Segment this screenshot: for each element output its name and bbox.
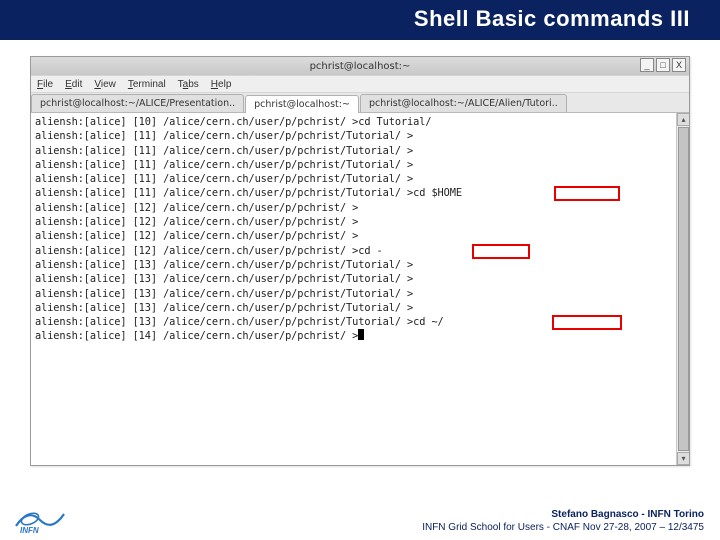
terminal-tab-2[interactable]: pchrist@localhost:~/ALICE/Alien/Tutori.. [360, 94, 567, 112]
terminal-line: aliensh:[alice] [12] /alice/cern.ch/user… [35, 201, 672, 215]
footer-event: INFN Grid School for Users - CNAF Nov 27… [422, 521, 704, 534]
footer-text: Stefano Bagnasco - INFN Torino INFN Grid… [422, 508, 704, 534]
slide-footer: INFN Stefano Bagnasco - INFN Torino INFN… [0, 506, 720, 534]
terminal-line: aliensh:[alice] [11] /alice/cern.ch/user… [35, 186, 672, 200]
cursor-block [358, 329, 364, 340]
terminal-line: aliensh:[alice] [10] /alice/cern.ch/user… [35, 115, 672, 129]
minimize-button[interactable]: _ [640, 58, 654, 72]
terminal-line: aliensh:[alice] [13] /alice/cern.ch/user… [35, 258, 672, 272]
scroll-thumb[interactable] [678, 127, 689, 451]
window-controls: _ □ X [640, 58, 686, 72]
terminal-line: aliensh:[alice] [12] /alice/cern.ch/user… [35, 229, 672, 243]
terminal-line: aliensh:[alice] [13] /alice/cern.ch/user… [35, 315, 672, 329]
menu-edit[interactable]: Edit [65, 79, 82, 90]
menu-tabs[interactable]: Tabs [178, 79, 199, 90]
terminal-output[interactable]: aliensh:[alice] [10] /alice/cern.ch/user… [31, 113, 676, 465]
menu-terminal[interactable]: Terminal [128, 79, 166, 90]
title-underline [0, 38, 720, 40]
infn-logo: INFN [14, 506, 68, 534]
close-button[interactable]: X [672, 58, 686, 72]
terminal-line: aliensh:[alice] [14] /alice/cern.ch/user… [35, 329, 672, 343]
slide-title-bar: Shell Basic commands III [0, 0, 720, 38]
window-titlebar[interactable]: pchrist@localhost:~ _ □ X [31, 57, 689, 75]
window-title: pchrist@localhost:~ [310, 61, 411, 72]
scroll-down-button[interactable]: ▾ [677, 452, 689, 465]
terminal-window: pchrist@localhost:~ _ □ X File Edit View… [30, 56, 690, 466]
terminal-line: aliensh:[alice] [11] /alice/cern.ch/user… [35, 144, 672, 158]
terminal-line: aliensh:[alice] [13] /alice/cern.ch/user… [35, 301, 672, 315]
terminal-line: aliensh:[alice] [13] /alice/cern.ch/user… [35, 272, 672, 286]
menu-bar: File Edit View Terminal Tabs Help [31, 75, 689, 93]
terminal-body: aliensh:[alice] [10] /alice/cern.ch/user… [31, 113, 689, 465]
scrollbar[interactable]: ▴ ▾ [676, 113, 689, 465]
scroll-up-button[interactable]: ▴ [677, 113, 689, 126]
maximize-button[interactable]: □ [656, 58, 670, 72]
infn-logo-text: INFN [20, 526, 39, 534]
terminal-line: aliensh:[alice] [11] /alice/cern.ch/user… [35, 172, 672, 186]
terminal-tab-1[interactable]: pchrist@localhost:~ [245, 95, 359, 113]
menu-file[interactable]: File [37, 79, 53, 90]
terminal-line: aliensh:[alice] [12] /alice/cern.ch/user… [35, 244, 672, 258]
menu-view[interactable]: View [94, 79, 116, 90]
tab-bar: pchrist@localhost:~/ALICE/Presentation..… [31, 93, 689, 113]
terminal-tab-0[interactable]: pchrist@localhost:~/ALICE/Presentation.. [31, 94, 244, 112]
slide-title: Shell Basic commands III [414, 6, 690, 32]
terminal-line: aliensh:[alice] [13] /alice/cern.ch/user… [35, 287, 672, 301]
footer-author: Stefano Bagnasco - INFN Torino [422, 508, 704, 521]
terminal-line: aliensh:[alice] [11] /alice/cern.ch/user… [35, 158, 672, 172]
terminal-line: aliensh:[alice] [12] /alice/cern.ch/user… [35, 215, 672, 229]
terminal-line: aliensh:[alice] [11] /alice/cern.ch/user… [35, 129, 672, 143]
menu-help[interactable]: Help [211, 79, 232, 90]
